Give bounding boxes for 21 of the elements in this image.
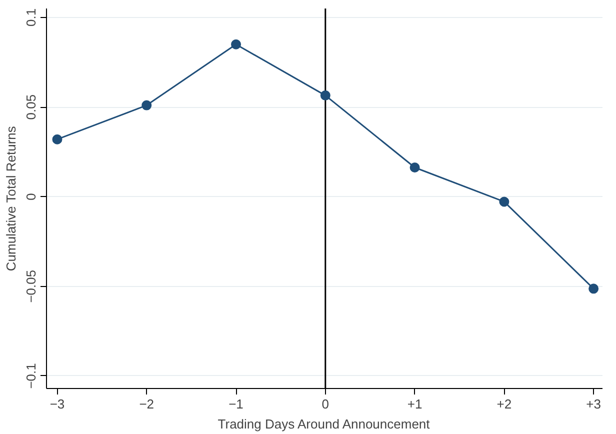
point	[320, 90, 330, 100]
x-tick-label: +3	[586, 396, 601, 412]
point	[231, 39, 242, 50]
x-tick-label: −2	[139, 396, 154, 412]
x-tick-label: +2	[496, 396, 512, 412]
point	[588, 284, 599, 294]
x-axis-title: Trading Days Around Announcement	[218, 416, 430, 432]
x-tick-label: +1	[407, 396, 422, 412]
y-tick-label: 0	[24, 193, 38, 200]
point	[142, 100, 152, 110]
y-tick-label: −0.05	[24, 270, 38, 303]
y-axis-title: Cumulative Total Returns	[4, 126, 18, 272]
y-tick-label: −0.1	[24, 363, 38, 389]
point	[499, 196, 510, 207]
x-tick-label: −1	[228, 396, 244, 412]
point	[52, 134, 62, 144]
point	[410, 162, 420, 172]
y-tick-label: 0.1	[24, 8, 38, 26]
y-tick-label: 0.05	[24, 94, 38, 120]
x-tick-label: 0	[322, 396, 330, 412]
x-tick-label: −3	[50, 396, 65, 412]
